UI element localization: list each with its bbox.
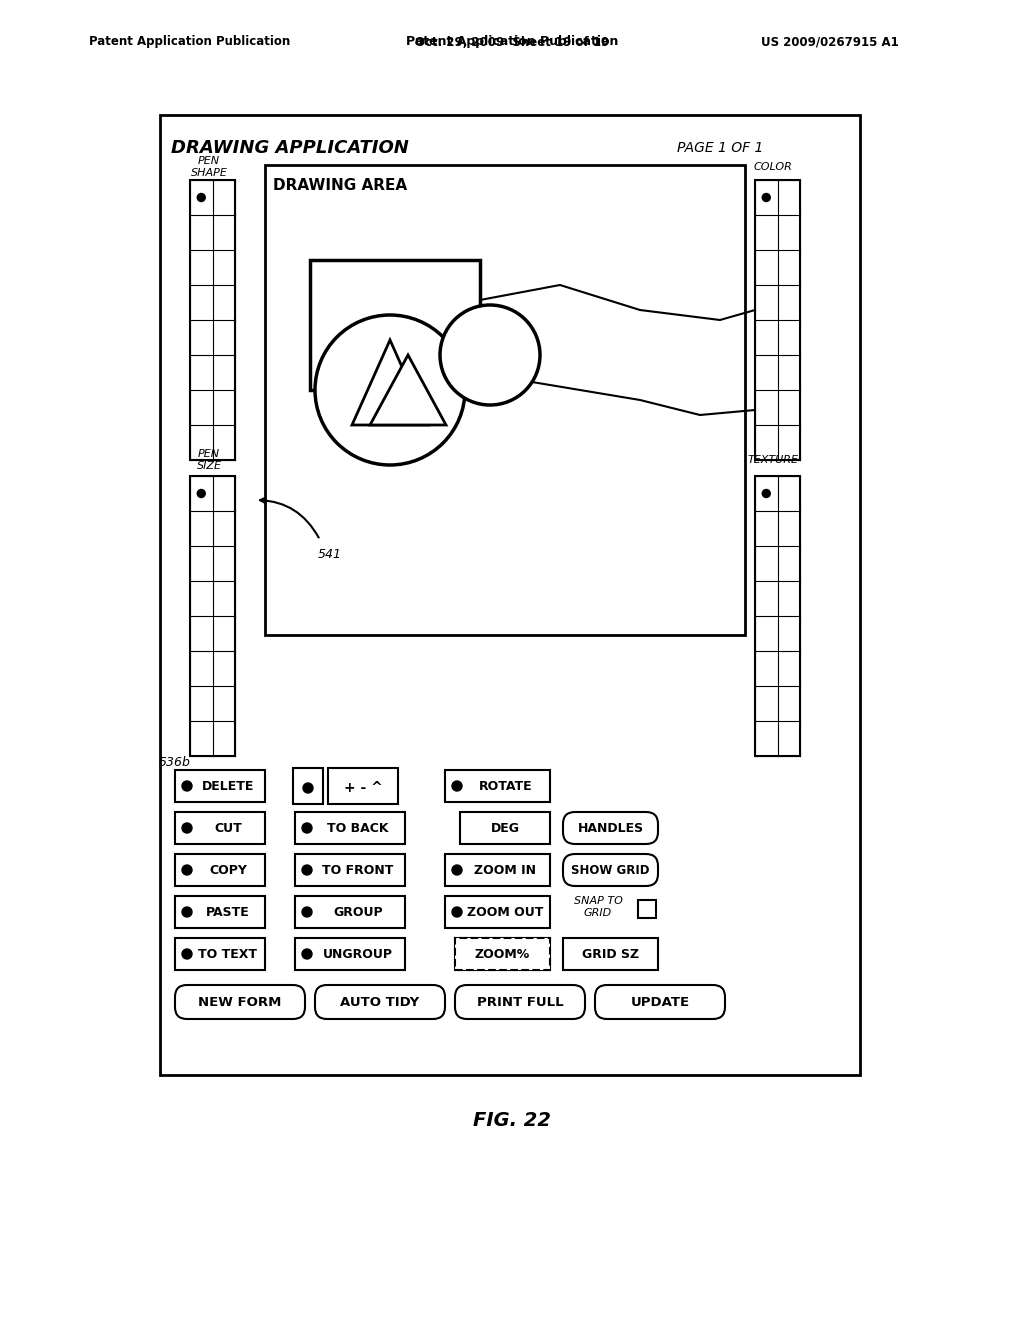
Text: 541: 541 — [318, 549, 342, 561]
Bar — [755, 477, 800, 756]
Text: PEN
SHAPE: PEN SHAPE — [190, 156, 227, 178]
Circle shape — [198, 490, 205, 498]
Text: ROTATE: ROTATE — [478, 780, 532, 792]
Text: TO FRONT: TO FRONT — [323, 863, 393, 876]
Circle shape — [182, 781, 193, 791]
Bar — [175, 770, 265, 803]
Text: FIG. 22: FIG. 22 — [473, 1110, 551, 1130]
Circle shape — [452, 907, 462, 917]
Circle shape — [182, 822, 193, 833]
Text: DRAWING AREA: DRAWING AREA — [273, 178, 408, 194]
Text: TO BACK: TO BACK — [328, 821, 389, 834]
Text: HANDLES: HANDLES — [578, 821, 643, 834]
Bar — [175, 939, 265, 970]
Circle shape — [440, 305, 540, 405]
Bar — [755, 180, 800, 459]
Bar — [310, 260, 480, 389]
Text: UPDATE: UPDATE — [631, 995, 689, 1008]
Text: ZOOM OUT: ZOOM OUT — [467, 906, 544, 919]
FancyBboxPatch shape — [315, 985, 445, 1019]
Circle shape — [302, 949, 312, 960]
Bar — [265, 165, 745, 635]
Text: PAGE 1 OF 1: PAGE 1 OF 1 — [677, 141, 763, 154]
Text: NEW FORM: NEW FORM — [199, 995, 282, 1008]
Circle shape — [198, 194, 205, 202]
Text: US 2009/0267915 A1: US 2009/0267915 A1 — [761, 36, 899, 49]
Circle shape — [302, 865, 312, 875]
Bar — [175, 896, 265, 928]
Text: TO TEXT: TO TEXT — [199, 948, 257, 961]
Bar — [190, 180, 234, 459]
Text: COLOR: COLOR — [754, 162, 793, 172]
Text: Oct. 29, 2009  Sheet 19 of 19: Oct. 29, 2009 Sheet 19 of 19 — [415, 36, 609, 49]
Circle shape — [452, 865, 462, 875]
Text: COPY: COPY — [209, 863, 247, 876]
Circle shape — [182, 907, 193, 917]
Bar — [563, 939, 658, 970]
Text: TEXTURE: TEXTURE — [748, 455, 799, 465]
Text: GROUP: GROUP — [333, 906, 383, 919]
Circle shape — [182, 865, 193, 875]
Polygon shape — [352, 341, 428, 425]
Text: SHOW GRID: SHOW GRID — [571, 863, 650, 876]
Bar — [160, 115, 860, 1074]
Bar — [445, 770, 550, 803]
Circle shape — [315, 315, 465, 465]
FancyBboxPatch shape — [595, 985, 725, 1019]
Circle shape — [762, 194, 770, 202]
Circle shape — [452, 781, 462, 791]
Bar — [295, 854, 406, 886]
Bar — [175, 812, 265, 843]
Bar — [295, 812, 406, 843]
Text: SNAP TO
GRID: SNAP TO GRID — [573, 896, 623, 917]
Text: ZOOM%: ZOOM% — [475, 948, 530, 961]
Text: DEG: DEG — [490, 821, 519, 834]
Polygon shape — [370, 355, 446, 425]
Circle shape — [302, 822, 312, 833]
Text: PRINT FULL: PRINT FULL — [477, 995, 563, 1008]
Text: CUT: CUT — [214, 821, 242, 834]
Text: Patent Application Publication: Patent Application Publication — [89, 36, 291, 49]
Text: 536b: 536b — [159, 755, 190, 768]
FancyBboxPatch shape — [175, 985, 305, 1019]
Circle shape — [303, 783, 313, 793]
Bar — [445, 854, 550, 886]
FancyBboxPatch shape — [563, 812, 658, 843]
FancyBboxPatch shape — [563, 854, 658, 886]
Bar — [460, 812, 550, 843]
Circle shape — [302, 907, 312, 917]
Text: PASTE: PASTE — [206, 906, 250, 919]
FancyBboxPatch shape — [455, 985, 585, 1019]
Circle shape — [762, 490, 770, 498]
Text: DELETE: DELETE — [202, 780, 254, 792]
Bar — [295, 939, 406, 970]
Bar — [328, 768, 398, 804]
Bar — [175, 854, 265, 886]
Bar — [445, 896, 550, 928]
Text: ZOOM IN: ZOOM IN — [474, 863, 537, 876]
Text: PEN
SIZE: PEN SIZE — [197, 449, 221, 471]
Bar — [455, 939, 550, 970]
Bar — [293, 768, 323, 804]
Bar — [190, 477, 234, 756]
Text: GRID SZ: GRID SZ — [582, 948, 639, 961]
Bar — [295, 896, 406, 928]
Text: Patent Application Publication: Patent Application Publication — [406, 36, 618, 49]
Bar — [638, 900, 656, 917]
Bar — [455, 939, 550, 970]
Text: DRAWING APPLICATION: DRAWING APPLICATION — [171, 139, 409, 157]
Text: UNGROUP: UNGROUP — [323, 948, 393, 961]
Text: AUTO TIDY: AUTO TIDY — [340, 995, 420, 1008]
Circle shape — [182, 949, 193, 960]
Text: + - ^: + - ^ — [344, 781, 382, 795]
